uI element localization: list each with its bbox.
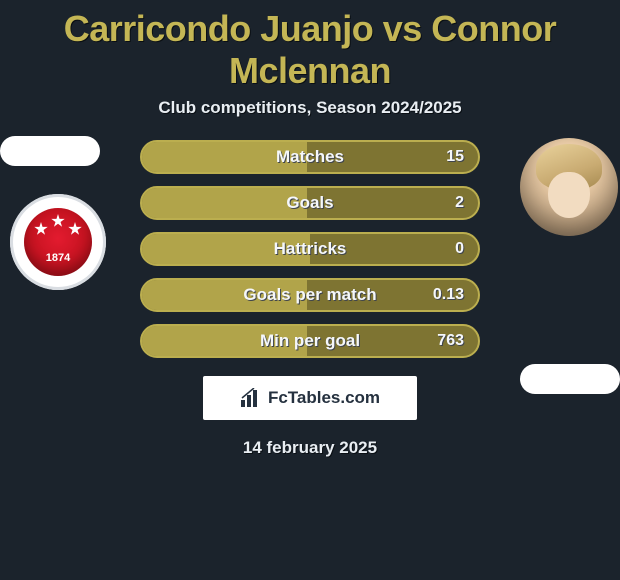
card-title: Carricondo Juanjo vs Connor Mclennan — [0, 0, 620, 92]
stat-label: Matches — [142, 147, 478, 167]
stat-value-right: 15 — [446, 148, 464, 166]
stats-column: Matches 15 Goals 2 Hattricks 0 Goals per… — [120, 140, 500, 458]
bars-icon — [240, 388, 262, 408]
stat-row: Matches 15 — [140, 140, 480, 174]
fctables-logo: FcTables.com — [203, 376, 417, 420]
stat-value-right: 763 — [437, 332, 464, 350]
comparison-card: Carricondo Juanjo vs Connor Mclennan Clu… — [0, 0, 620, 580]
crest-star-icon — [51, 214, 65, 228]
card-date: 14 february 2025 — [243, 438, 377, 458]
right-side — [500, 140, 620, 458]
stat-value-right: 0.13 — [433, 286, 464, 304]
stat-row: Goals per match 0.13 — [140, 278, 480, 312]
club-crest-left: 1874 — [10, 194, 106, 290]
stat-row: Min per goal 763 — [140, 324, 480, 358]
stat-row: Hattricks 0 — [140, 232, 480, 266]
left-side: 1874 — [0, 140, 120, 458]
club-right-placeholder — [520, 364, 620, 394]
crest-year: 1874 — [24, 252, 92, 264]
card-subtitle: Club competitions, Season 2024/2025 — [0, 98, 620, 118]
stat-row: Goals 2 — [140, 186, 480, 220]
logo-text: FcTables.com — [268, 388, 380, 408]
stat-label: Goals — [142, 193, 478, 213]
player-right-photo — [520, 138, 618, 236]
stat-label: Goals per match — [142, 285, 478, 305]
crest-inner: 1874 — [24, 208, 92, 276]
stat-label: Min per goal — [142, 331, 478, 351]
stat-value-right: 0 — [455, 240, 464, 258]
player-left-avatar-placeholder — [0, 136, 100, 166]
columns: 1874 Matches 15 Goals 2 Hattricks 0 — [0, 140, 620, 458]
stat-label: Hattricks — [142, 239, 478, 259]
stat-value-right: 2 — [455, 194, 464, 212]
